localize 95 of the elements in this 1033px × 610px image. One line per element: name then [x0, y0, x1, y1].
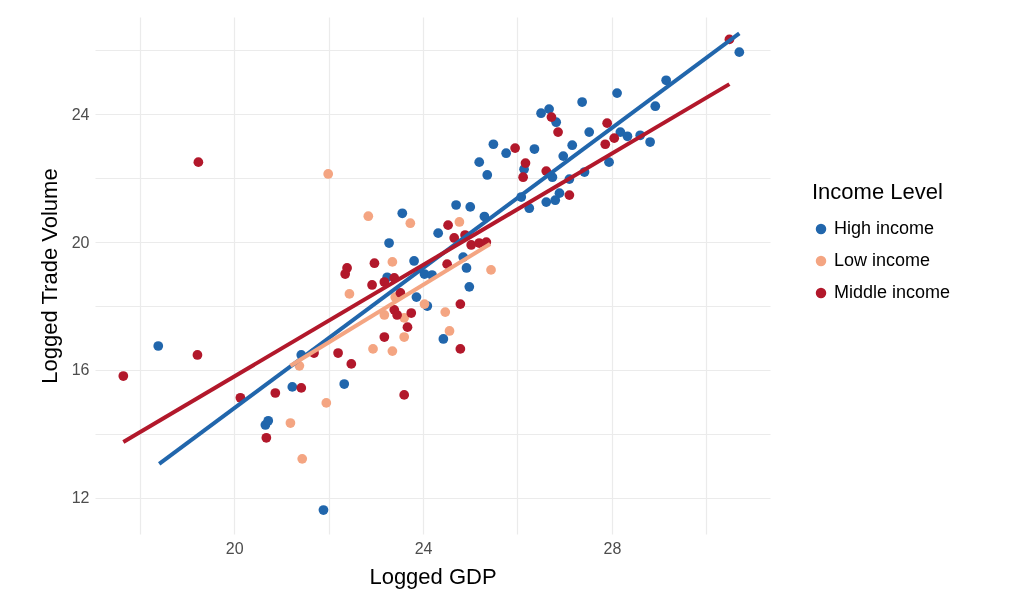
point — [486, 265, 496, 275]
point — [261, 432, 272, 443]
y-axis-title: Logged Trade Volume — [36, 168, 62, 384]
point — [584, 127, 595, 137]
point — [333, 348, 343, 358]
point — [438, 334, 449, 344]
point — [558, 151, 569, 161]
point — [193, 157, 204, 168]
point — [296, 383, 307, 393]
point — [392, 310, 402, 320]
point — [510, 143, 520, 153]
point — [384, 238, 394, 248]
point — [444, 326, 455, 336]
point — [387, 257, 398, 267]
point — [344, 289, 355, 299]
point — [285, 418, 296, 428]
point — [602, 118, 613, 129]
point — [263, 415, 274, 426]
point — [118, 371, 129, 381]
point — [402, 322, 413, 332]
point — [529, 144, 540, 154]
point — [433, 228, 444, 238]
point — [482, 170, 493, 180]
point — [553, 127, 563, 137]
point — [449, 233, 460, 243]
x-tick-label: 24 — [414, 539, 433, 557]
point — [622, 131, 633, 142]
point — [443, 220, 453, 231]
y-tick-label: 20 — [71, 233, 90, 251]
x-tick-label: 20 — [225, 539, 244, 557]
point — [567, 140, 578, 151]
point — [153, 341, 164, 351]
point — [650, 101, 661, 112]
point — [609, 133, 620, 144]
point — [501, 148, 512, 159]
point — [544, 104, 554, 114]
legend-title: Income Level — [812, 179, 943, 204]
point — [550, 195, 561, 206]
point — [455, 299, 466, 309]
point — [340, 269, 351, 279]
point — [455, 344, 466, 354]
point — [520, 158, 531, 168]
y-tick-label: 12 — [71, 489, 90, 507]
point — [734, 47, 745, 58]
point — [321, 398, 332, 408]
point — [297, 454, 308, 464]
point — [661, 75, 672, 86]
point — [546, 112, 557, 122]
point — [339, 379, 350, 389]
point — [454, 217, 465, 227]
point — [451, 200, 461, 210]
point — [564, 190, 575, 200]
point — [406, 308, 417, 318]
point — [397, 208, 408, 219]
point — [363, 211, 374, 222]
point — [474, 157, 485, 168]
point — [541, 197, 552, 207]
point — [465, 202, 476, 212]
point — [379, 310, 390, 320]
y-tick-label: 16 — [71, 361, 90, 379]
point — [270, 388, 281, 398]
point — [399, 332, 410, 342]
point — [411, 292, 422, 302]
legend-label: High income — [834, 218, 935, 238]
point — [192, 350, 203, 360]
point — [577, 97, 588, 107]
point — [409, 256, 419, 266]
point — [405, 218, 416, 229]
point — [368, 344, 378, 354]
point — [464, 281, 475, 292]
y-tick-label: 24 — [71, 105, 90, 123]
point — [536, 108, 546, 119]
x-axis-title: Logged GDP — [369, 563, 497, 589]
point — [600, 139, 611, 150]
point — [604, 157, 614, 168]
point — [645, 137, 655, 147]
point — [369, 258, 380, 269]
point — [367, 280, 377, 290]
point — [318, 505, 329, 515]
point — [387, 346, 398, 356]
point — [323, 169, 334, 179]
point — [461, 263, 472, 273]
point — [440, 307, 451, 317]
point — [518, 172, 528, 183]
point — [612, 88, 622, 98]
x-tick-label: 28 — [603, 539, 622, 557]
point — [466, 240, 477, 250]
legend-label: Low income — [834, 250, 931, 270]
point — [346, 359, 357, 369]
point — [554, 188, 565, 199]
point — [287, 382, 298, 392]
point — [379, 332, 390, 342]
legend-label: Middle income — [834, 282, 951, 302]
point — [399, 390, 410, 400]
point — [488, 139, 499, 150]
